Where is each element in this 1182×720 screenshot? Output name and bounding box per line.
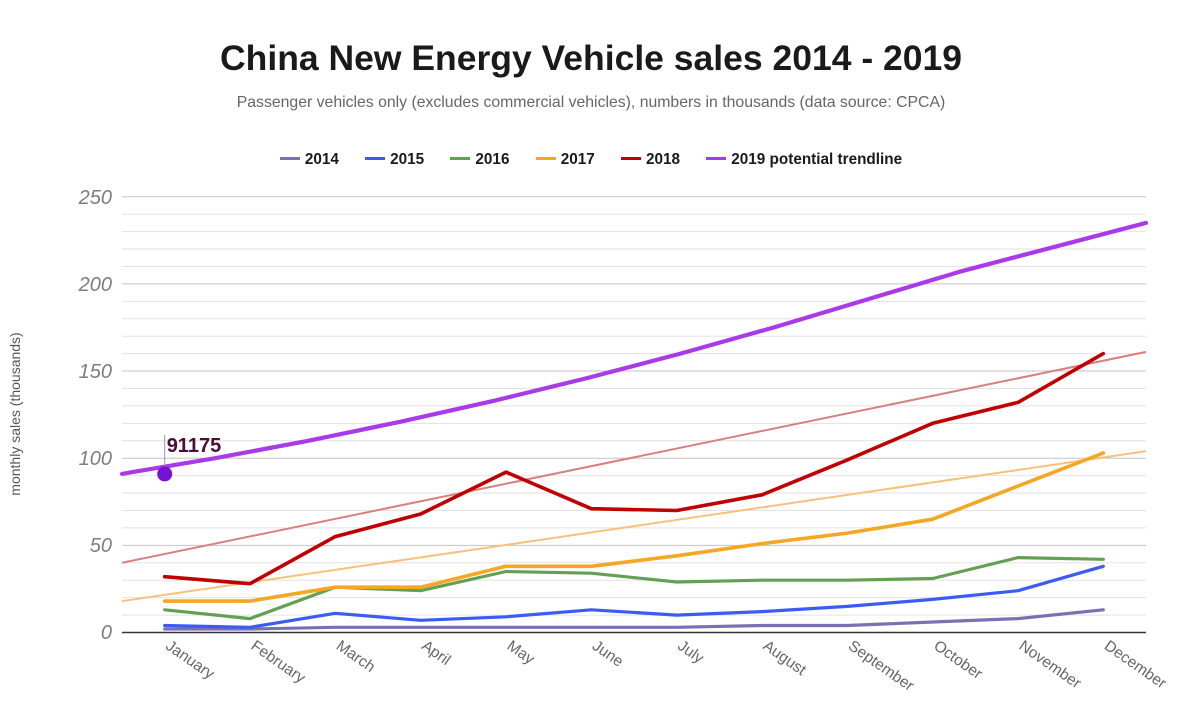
svg-text:July: July — [674, 637, 707, 667]
svg-text:March: March — [333, 637, 378, 676]
svg-text:December: December — [1101, 637, 1169, 692]
svg-text:October: October — [930, 637, 985, 683]
svg-text:200: 200 — [78, 274, 112, 296]
svg-text:June: June — [589, 637, 626, 670]
svg-text:50: 50 — [90, 535, 112, 557]
svg-text:August: August — [760, 637, 810, 679]
svg-text:150: 150 — [79, 361, 112, 383]
svg-text:January: January — [162, 637, 217, 683]
svg-text:100: 100 — [79, 448, 112, 470]
svg-text:November: November — [1016, 637, 1084, 692]
svg-text:monthly sales (thousands): monthly sales (thousands) — [7, 332, 23, 495]
svg-text:February: February — [248, 637, 309, 687]
svg-text:91175: 91175 — [167, 435, 222, 457]
svg-text:September: September — [845, 637, 917, 694]
svg-text:May: May — [504, 637, 538, 668]
svg-text:0: 0 — [101, 622, 112, 644]
svg-text:April: April — [418, 637, 453, 669]
svg-text:250: 250 — [78, 187, 112, 209]
